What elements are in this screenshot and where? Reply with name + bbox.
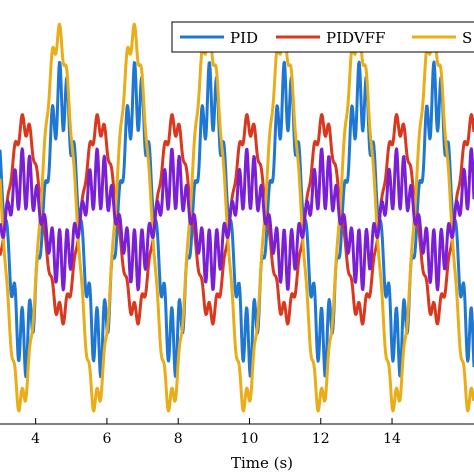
x-tick-label: 14 bbox=[383, 431, 401, 447]
legend-label-pidvff: PIDVFF bbox=[326, 29, 385, 47]
series-layer bbox=[0, 22, 474, 413]
legend: PID PIDVFF S bbox=[171, 21, 474, 53]
legend-label-s: S bbox=[462, 29, 472, 47]
series-line-2 bbox=[0, 22, 474, 413]
series-line-3 bbox=[0, 147, 474, 292]
x-tick-label: 8 bbox=[174, 431, 183, 447]
x-tick-label: 12 bbox=[312, 431, 330, 447]
x-tick-label: 10 bbox=[241, 431, 259, 447]
tick-layer: 4 6 8 10 12 14 bbox=[31, 418, 401, 447]
legend-label-pid: PID bbox=[230, 29, 258, 47]
x-tick-label: 4 bbox=[31, 431, 40, 447]
x-tick-label: 6 bbox=[102, 431, 111, 447]
x-axis-title: Time (s) bbox=[231, 454, 293, 472]
